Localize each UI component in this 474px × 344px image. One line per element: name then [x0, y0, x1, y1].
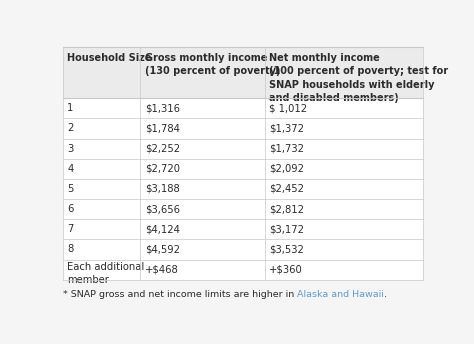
Text: $1,316: $1,316	[145, 103, 180, 113]
Bar	[63, 179, 140, 199]
Text: $4,124: $4,124	[145, 224, 180, 234]
Bar	[140, 259, 264, 280]
Bar	[140, 159, 264, 179]
Bar	[140, 179, 264, 199]
Text: 7: 7	[67, 224, 73, 234]
Text: $3,532: $3,532	[269, 245, 304, 255]
Bar	[140, 199, 264, 219]
Text: $3,188: $3,188	[145, 184, 180, 194]
Bar	[63, 98, 140, 118]
Bar	[140, 98, 264, 118]
Text: +$360: +$360	[269, 265, 303, 275]
Text: $2,252: $2,252	[145, 144, 180, 154]
Text: 8: 8	[67, 245, 73, 255]
Text: Net monthly income
(100 percent of poverty; test for
SNAP households with elderl: Net monthly income (100 percent of pover…	[269, 53, 448, 103]
Bar	[140, 118, 264, 139]
Bar	[264, 179, 423, 199]
Bar	[264, 98, 423, 118]
Bar	[140, 46, 264, 98]
Bar	[63, 118, 140, 139]
Text: Alaska and Hawaii: Alaska and Hawaii	[297, 290, 384, 299]
Bar	[63, 46, 140, 98]
Bar	[264, 46, 423, 98]
Text: $3,172: $3,172	[269, 224, 304, 234]
Bar	[63, 159, 140, 179]
Text: $2,720: $2,720	[145, 164, 180, 174]
Text: Each additional
member: Each additional member	[67, 262, 145, 286]
Text: $3,656: $3,656	[145, 204, 180, 214]
Text: +$468: +$468	[145, 265, 179, 275]
Text: $1,372: $1,372	[269, 123, 304, 133]
Text: 6: 6	[67, 204, 73, 214]
Text: * SNAP gross and net income limits are higher in: * SNAP gross and net income limits are h…	[63, 290, 297, 299]
Bar	[140, 219, 264, 239]
Text: $2,452: $2,452	[269, 184, 304, 194]
Bar	[264, 199, 423, 219]
Text: 1: 1	[67, 103, 73, 113]
Text: $2,812: $2,812	[269, 204, 304, 214]
Text: $1,732: $1,732	[269, 144, 304, 154]
Bar	[140, 239, 264, 259]
Text: 3: 3	[67, 144, 73, 154]
Text: Household Size: Household Size	[67, 53, 152, 63]
Text: $4,592: $4,592	[145, 245, 180, 255]
Text: 4: 4	[67, 164, 73, 174]
Text: 5: 5	[67, 184, 73, 194]
Text: Gross monthly income
(130 percent of poverty): Gross monthly income (130 percent of pov…	[145, 53, 280, 76]
Bar	[264, 259, 423, 280]
Bar	[140, 139, 264, 159]
Text: $1,784: $1,784	[145, 123, 180, 133]
Bar	[63, 199, 140, 219]
Bar	[264, 139, 423, 159]
Bar	[63, 219, 140, 239]
Text: $2,092: $2,092	[269, 164, 304, 174]
Text: 2: 2	[67, 123, 73, 133]
Bar	[63, 259, 140, 280]
Text: .: .	[384, 290, 387, 299]
Bar	[264, 239, 423, 259]
Bar	[264, 219, 423, 239]
Text: $ 1,012: $ 1,012	[269, 103, 307, 113]
Bar	[63, 239, 140, 259]
Bar	[63, 139, 140, 159]
Bar	[264, 159, 423, 179]
Bar	[264, 118, 423, 139]
